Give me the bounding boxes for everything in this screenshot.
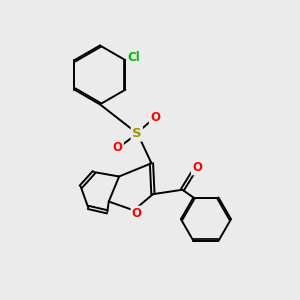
Text: O: O	[132, 207, 142, 220]
Text: Cl: Cl	[127, 51, 140, 64]
Text: O: O	[150, 111, 160, 124]
Text: O: O	[112, 141, 123, 154]
Text: O: O	[192, 161, 202, 174]
Text: S: S	[132, 127, 142, 140]
